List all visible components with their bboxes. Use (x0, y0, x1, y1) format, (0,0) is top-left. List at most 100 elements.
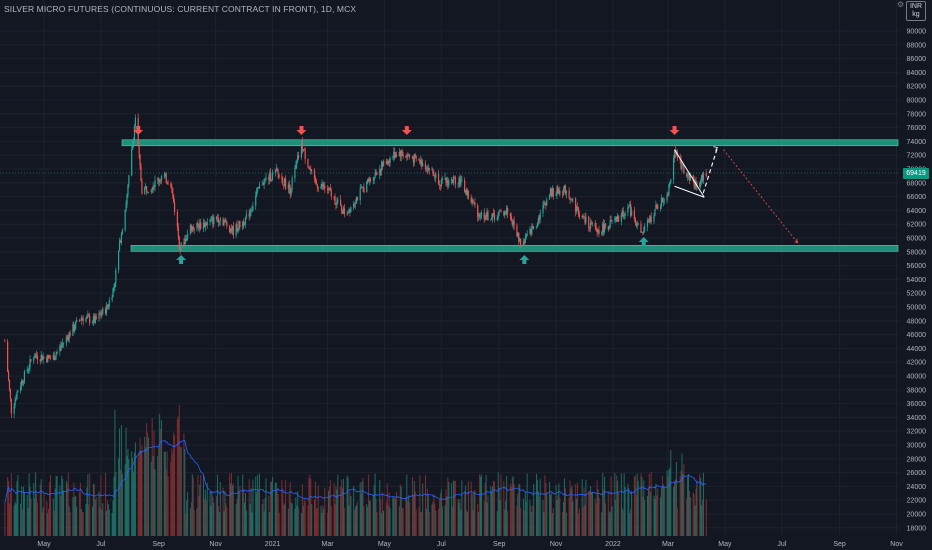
candle-body (374, 172, 376, 178)
candle-body (500, 210, 502, 212)
candle-body (457, 183, 459, 185)
candle-body (657, 205, 659, 209)
volume-bar (13, 505, 15, 536)
volume-bar (257, 474, 259, 536)
volume-bar (628, 488, 630, 536)
candle-body (653, 215, 655, 222)
candle-body (179, 246, 181, 251)
resistance-arrow-icon[interactable] (669, 126, 680, 135)
volume-bar (608, 511, 610, 536)
candle-body (629, 204, 631, 206)
candle-body (402, 154, 404, 157)
candle-body (375, 172, 377, 174)
candle-body (99, 313, 101, 315)
candle-body (65, 336, 67, 343)
candle-body (268, 177, 270, 181)
support-arrow-icon[interactable] (519, 255, 530, 264)
volume-bar (529, 500, 531, 536)
volume-bar (557, 495, 559, 536)
candle-body (646, 220, 649, 227)
candle-body (616, 216, 618, 222)
volume-bar (594, 498, 596, 536)
candle-body (271, 172, 274, 180)
volume-bar (271, 481, 273, 536)
candle-body (158, 178, 160, 182)
candle-body (43, 356, 45, 358)
volume-bar (415, 509, 417, 536)
candle-body (274, 170, 276, 173)
candle-body (373, 177, 375, 181)
volume-bar (597, 489, 599, 536)
volume-bar (147, 437, 149, 536)
volume-bar (372, 495, 374, 536)
volume-bar (531, 511, 533, 536)
volume-bar (653, 495, 655, 536)
candle-body (405, 156, 407, 157)
candle-body (237, 229, 239, 232)
falling-wedge-drawing[interactable] (674, 149, 705, 198)
currency-unit-button[interactable]: ⚙ INR kg (897, 0, 926, 21)
candle-body (20, 386, 22, 392)
candle-body (506, 207, 509, 214)
y-tick-label: 62000 (907, 222, 927, 229)
candle-body (545, 204, 547, 206)
volume-bar (87, 474, 89, 536)
volume-bar (20, 503, 22, 536)
volume-bar (85, 503, 87, 536)
volume-bar (493, 480, 495, 536)
volume-bar (381, 513, 383, 536)
volume-bar (245, 510, 247, 536)
support-arrow-icon[interactable] (176, 255, 187, 264)
candle-body (660, 197, 663, 207)
volume-bar (258, 473, 260, 536)
volume-bar (218, 512, 220, 536)
volume-bar (251, 512, 253, 536)
volume-bar (172, 453, 174, 536)
candle-body (686, 173, 688, 177)
volume-bar (700, 477, 702, 536)
candle-body (530, 228, 532, 235)
volume-bar (380, 499, 382, 536)
candle-body (198, 225, 200, 229)
volume-bar (611, 506, 613, 536)
volume-bar (663, 486, 665, 536)
volume-bar (229, 473, 231, 536)
candle-body (294, 168, 296, 179)
candle-body (451, 179, 454, 183)
resistance-arrow-icon[interactable] (133, 126, 144, 135)
volume-bar (15, 503, 17, 536)
candle-body (445, 177, 447, 183)
candle-body (415, 156, 417, 160)
volume-bar (518, 483, 520, 536)
support-zone[interactable] (130, 245, 899, 252)
candle-body (176, 211, 178, 228)
volume-bar (147, 432, 149, 536)
gear-icon[interactable]: ⚙ (897, 0, 905, 9)
candle-body (222, 218, 224, 225)
candle-body (598, 229, 600, 234)
candle-body (281, 177, 283, 179)
candle-body (54, 357, 56, 361)
candle-body (478, 214, 480, 217)
resistance-zone[interactable] (121, 139, 899, 147)
volume-bar (466, 510, 468, 536)
candle-body (79, 320, 81, 321)
resistance-arrow-icon[interactable] (401, 126, 412, 135)
volume-bar (304, 501, 306, 536)
resistance-arrow-icon[interactable] (296, 126, 307, 135)
volume-bar (362, 477, 364, 536)
volume-bar (702, 472, 704, 536)
volume-bar (341, 488, 343, 536)
projection-path[interactable] (702, 146, 799, 244)
candle-body (388, 161, 390, 164)
support-arrow-icon[interactable] (638, 237, 649, 246)
candle-body (689, 175, 691, 181)
candle-body (328, 188, 331, 189)
candle-body (459, 177, 461, 185)
candle-body (248, 213, 250, 217)
candle-body (360, 187, 362, 189)
candle-body (39, 359, 41, 362)
candle-body (146, 186, 148, 192)
x-tick-label: Sep (833, 541, 846, 548)
